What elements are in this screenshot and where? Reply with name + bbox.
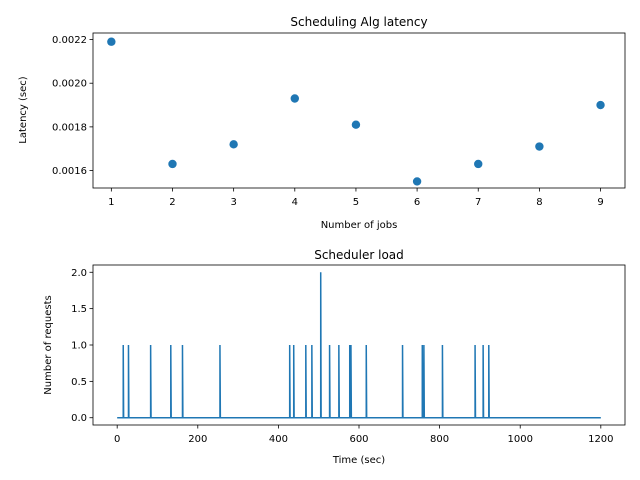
scatter-point [168, 159, 177, 169]
y-tick-label: 1.0 [71, 341, 87, 352]
load-series-line [117, 272, 601, 419]
y-tick-label: 0.0022 [52, 35, 87, 46]
x-tick-label: 4 [292, 197, 298, 208]
load-marks [117, 272, 601, 419]
x-tick-label: 200 [188, 434, 207, 445]
latency-x-ticks: 1 2 3 4 5 6 7 8 9 [108, 188, 604, 208]
scatter-point [351, 120, 361, 129]
chart-title-load: Scheduler load [314, 248, 404, 262]
y-tick-label: 0.5 [71, 377, 87, 388]
scatter-point [290, 94, 299, 103]
y-tick-label: 0.0020 [52, 79, 87, 90]
x-axis-label-latency: Number of jobs [321, 220, 398, 231]
latency-y-ticks: 0.0016 0.0018 0.0020 0.0022 [52, 35, 93, 177]
x-tick-label: 400 [269, 434, 288, 445]
y-axis-label-load: Number of requests [43, 295, 54, 394]
x-tick-label: 7 [475, 197, 481, 208]
x-tick-label: 8 [536, 197, 542, 208]
y-tick-label: 1.5 [71, 304, 87, 315]
scatter-point [229, 140, 238, 149]
y-tick-label: 0.0016 [52, 166, 87, 177]
x-tick-label: 6 [414, 197, 420, 208]
latency-axes-frame [92, 32, 626, 189]
x-tick-label: 1200 [588, 434, 613, 445]
scatter-point [107, 37, 116, 46]
load-x-ticks: 0 200 400 600 800 1000 1200 [114, 425, 614, 445]
x-tick-label: 800 [430, 434, 449, 445]
scatter-point [412, 177, 422, 186]
x-tick-label: 0 [114, 434, 120, 445]
x-tick-label: 9 [597, 197, 603, 208]
scatter-point [596, 100, 605, 110]
load-y-ticks: 0.0 0.5 1.0 1.5 2.0 [71, 268, 93, 424]
y-tick-label: 0.0018 [52, 122, 87, 133]
scheduler-load-plot: Scheduler load 0 200 400 600 800 1000 1200 0.0… [43, 248, 626, 466]
x-tick-label: 600 [349, 434, 368, 445]
y-axis-label-latency: Latency (sec) [18, 76, 29, 143]
x-axis-label-load: Time (sec) [332, 455, 385, 466]
latency-marks [107, 37, 605, 186]
scatter-point [535, 142, 544, 151]
x-tick-label: 5 [353, 197, 359, 208]
x-tick-label: 2 [169, 197, 175, 208]
y-tick-label: 2.0 [71, 268, 87, 279]
x-tick-label: 3 [230, 197, 236, 208]
x-tick-label: 1 [108, 197, 114, 208]
scatter-point [474, 159, 483, 169]
load-axes-frame [92, 264, 626, 426]
chart-title-latency: Scheduling Alg latency [290, 15, 427, 29]
x-tick-label: 1000 [507, 434, 532, 445]
y-tick-label: 0.0 [71, 413, 87, 424]
